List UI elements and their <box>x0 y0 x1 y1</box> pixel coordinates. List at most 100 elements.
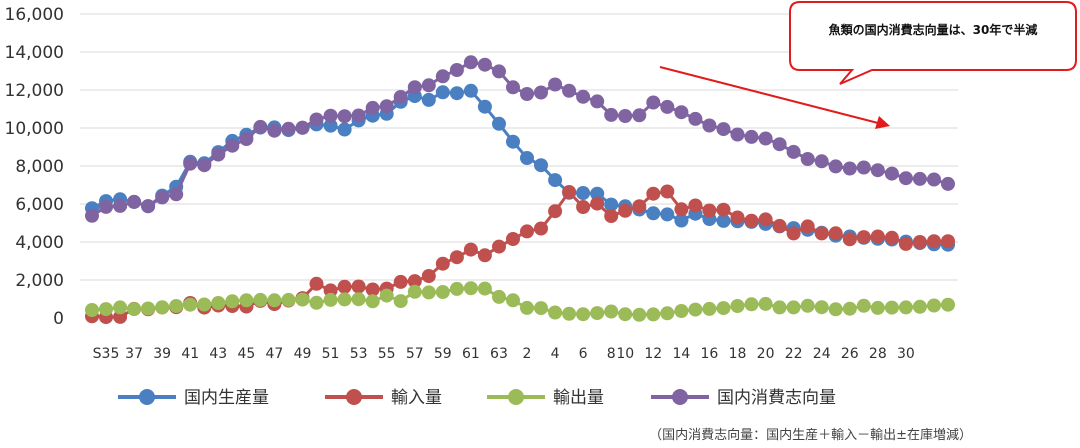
data-point <box>828 302 843 317</box>
data-point <box>744 297 759 312</box>
data-point <box>660 306 675 321</box>
data-point <box>590 186 605 201</box>
data-point <box>534 221 548 236</box>
trend-arrow <box>659 66 890 129</box>
y-tick-label: 2,000 <box>15 271 64 291</box>
data-point <box>520 300 534 315</box>
data-point <box>772 218 787 233</box>
data-point <box>337 109 352 124</box>
data-point <box>239 132 254 146</box>
data-point <box>407 284 422 299</box>
data-point <box>702 301 717 316</box>
data-point <box>534 301 548 316</box>
data-point <box>758 212 773 227</box>
data-point <box>351 279 366 294</box>
data-point <box>211 147 226 162</box>
data-point <box>323 108 338 123</box>
data-point <box>716 122 731 137</box>
data-point <box>688 198 703 213</box>
data-point <box>506 293 520 308</box>
data-point <box>421 78 436 93</box>
x-tick-label: 24 <box>813 346 831 362</box>
legend-swatch-marker <box>139 389 155 405</box>
data-point <box>155 190 170 205</box>
x-tick-label: 55 <box>378 346 396 362</box>
data-point <box>463 242 478 257</box>
data-point <box>169 187 184 202</box>
x-tick-label: 43 <box>209 346 227 362</box>
data-point <box>407 274 422 289</box>
legend: 国内生産量 輸入量 輸出量 国内消費志向量 <box>118 388 836 408</box>
data-point <box>534 85 548 100</box>
data-point <box>828 226 843 241</box>
legend-label: 輸出量 <box>553 388 604 408</box>
data-point <box>912 299 927 314</box>
x-tick-label: 10 <box>616 346 634 362</box>
data-point <box>253 119 268 134</box>
data-point <box>295 292 310 307</box>
legend-label: 国内消費志向量 <box>717 388 836 408</box>
x-tick-label: 12 <box>644 346 662 362</box>
data-point <box>562 306 577 321</box>
data-point <box>927 172 941 187</box>
data-point <box>463 83 478 98</box>
legend-item: 国内生産量 <box>118 388 269 408</box>
y-tick-label: 12,000 <box>5 81 64 101</box>
x-tick-label: 20 <box>757 346 775 362</box>
data-point <box>113 198 128 213</box>
legend-item: 国内消費志向量 <box>651 388 836 408</box>
data-point <box>856 298 871 313</box>
data-point <box>548 204 563 219</box>
data-point <box>912 235 927 249</box>
data-point <box>449 86 464 101</box>
data-point <box>281 292 296 307</box>
data-point <box>786 226 801 241</box>
y-tick-label: 10,000 <box>5 119 64 139</box>
data-point <box>127 194 142 209</box>
data-point <box>99 199 113 214</box>
data-point <box>183 297 198 312</box>
data-point <box>337 122 352 137</box>
data-point <box>562 185 577 199</box>
data-point <box>492 64 506 79</box>
series-4 <box>85 55 955 223</box>
data-point <box>520 151 534 165</box>
data-point <box>660 184 675 199</box>
data-point <box>941 176 955 191</box>
data-point <box>225 294 240 309</box>
data-point <box>688 111 703 126</box>
y-axis-ticks: 0 2,000 4,000 6,000 8,000 10,000 12,000 14,000 1… <box>5 5 64 329</box>
data-point <box>351 108 366 123</box>
data-point <box>492 239 506 254</box>
data-point <box>702 203 717 218</box>
data-point <box>393 274 408 289</box>
data-point <box>576 307 591 322</box>
data-point <box>674 213 689 228</box>
data-point <box>898 300 913 315</box>
legend-swatch-marker <box>508 389 524 405</box>
data-point <box>85 208 99 223</box>
series-3 <box>85 281 955 322</box>
callout: 魚類の国内消費志向量は、30年で半減 <box>789 1 1077 85</box>
data-point <box>309 276 324 291</box>
data-point <box>379 99 394 114</box>
data-point <box>856 160 871 175</box>
x-axis-ticks: S35 37 39 41 43 45 47 49 51 53 55 57 59 61 63 2 4 6 8 10 12 1… <box>93 346 915 362</box>
x-tick-label: 30 <box>897 346 915 362</box>
data-point <box>786 300 801 315</box>
data-point <box>506 232 520 246</box>
data-point <box>814 154 829 169</box>
x-tick-label: 61 <box>462 346 480 362</box>
x-tick-label: 6 <box>579 346 588 362</box>
data-point <box>295 120 310 135</box>
data-point <box>562 83 577 98</box>
x-tick-label: 39 <box>153 346 171 362</box>
data-point <box>351 292 366 307</box>
data-point <box>674 105 689 120</box>
data-point <box>618 109 633 123</box>
data-point <box>267 123 282 138</box>
data-point <box>463 55 478 70</box>
data-point <box>730 210 745 225</box>
data-point <box>449 250 464 265</box>
data-point <box>267 293 282 308</box>
